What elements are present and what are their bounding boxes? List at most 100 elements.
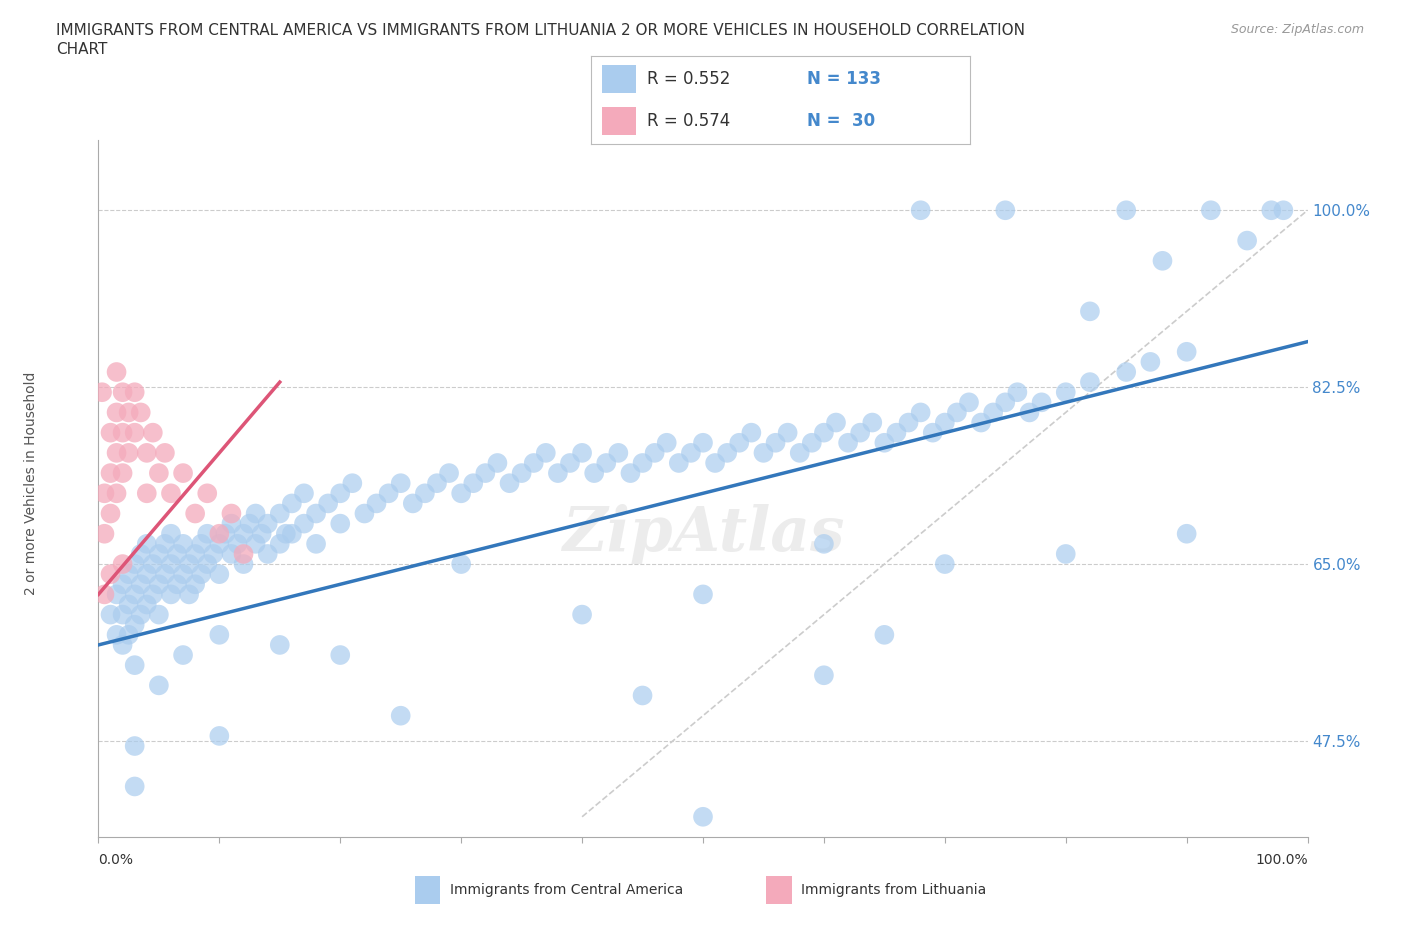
Point [377,485,399,500]
Point [105,628,128,643]
Point [148,577,170,591]
Point [160,557,183,572]
Point [100,566,122,581]
Point [91,385,114,400]
Point [450,485,472,500]
Point [329,516,352,531]
Point [105,445,128,460]
Point [547,466,569,481]
Point [644,445,666,460]
Point [1078,304,1101,319]
Point [100,506,122,521]
Point [190,566,212,581]
Point [571,445,593,460]
Point [195,557,218,572]
Point [105,405,128,419]
Point [250,526,273,541]
Point [1139,354,1161,369]
Point [269,537,291,551]
Point [118,597,141,612]
Point [208,537,231,551]
Point [329,485,352,500]
Point [221,516,243,531]
Point [118,628,141,643]
Point [305,506,328,521]
Point [281,496,304,511]
Point [202,547,225,562]
Point [716,445,738,460]
Point [172,537,194,551]
Bar [602,107,636,136]
Point [474,466,496,481]
Point [631,688,654,703]
Point [105,587,128,602]
Point [93,587,115,602]
Point [184,577,207,591]
Point [105,365,128,379]
Point [1236,233,1258,248]
Point [124,557,146,572]
Point [631,456,654,471]
Point [813,425,835,440]
Point [463,476,485,491]
Point [910,203,932,218]
Point [124,658,146,672]
Point [740,425,762,440]
Point [389,476,412,491]
Point [619,466,641,481]
Text: CHART: CHART [56,42,108,57]
Point [765,435,787,450]
Point [100,466,122,481]
Point [129,577,152,591]
Point [813,668,835,683]
Point [704,456,727,471]
Point [190,537,212,551]
Point [342,476,364,491]
Point [426,476,449,491]
Point [934,557,956,572]
Point [124,618,146,632]
Text: R = 0.552: R = 0.552 [647,70,731,87]
Point [111,607,134,622]
Point [208,566,231,581]
Point [692,809,714,824]
Point [221,506,243,521]
Text: ZipAtlas: ZipAtlas [562,504,844,564]
Point [800,435,823,450]
Text: 100.0%: 100.0% [1256,853,1308,868]
Point [752,445,775,460]
Point [232,526,254,541]
Point [583,466,606,481]
Point [105,485,128,500]
Point [957,395,980,410]
Point [245,537,267,551]
Point [232,547,254,562]
Point [305,537,328,551]
Point [148,607,170,622]
Point [142,557,165,572]
Point [886,425,908,440]
Point [208,628,231,643]
Point [269,637,291,652]
Point [1078,375,1101,390]
Point [389,709,412,724]
Point [534,445,557,460]
Text: R = 0.574: R = 0.574 [647,113,731,130]
Point [776,425,799,440]
Point [118,566,141,581]
Text: N = 133: N = 133 [807,70,882,87]
Point [1175,526,1198,541]
Point [111,577,134,591]
Point [111,637,134,652]
Point [111,557,134,572]
Point [450,557,472,572]
Point [329,647,352,662]
Point [129,607,152,622]
Point [148,547,170,562]
Point [135,537,157,551]
Text: IMMIGRANTS FROM CENTRAL AMERICA VS IMMIGRANTS FROM LITHUANIA 2 OR MORE VEHICLES : IMMIGRANTS FROM CENTRAL AMERICA VS IMMIG… [56,23,1025,38]
Point [981,405,1004,419]
Point [437,466,460,481]
Point [873,435,896,450]
Point [135,597,157,612]
